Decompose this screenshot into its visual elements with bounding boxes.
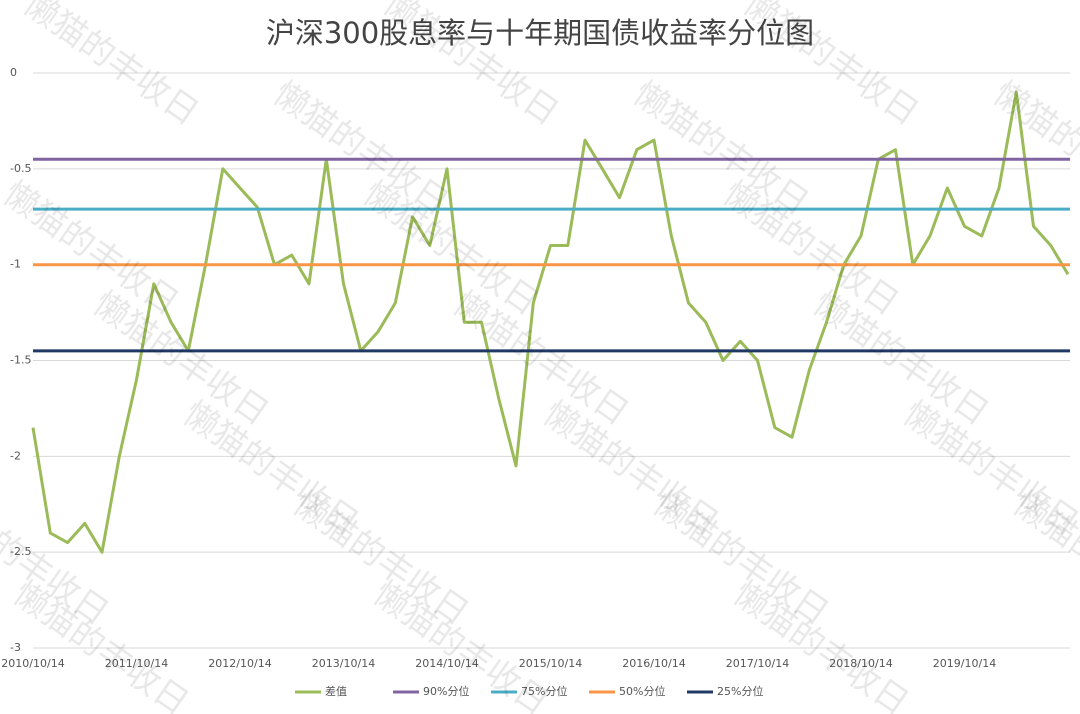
- x-tick-label: 2016/10/14: [622, 657, 685, 670]
- x-tick-label: 2019/10/14: [933, 657, 996, 670]
- y-tick-label: 0: [10, 66, 17, 79]
- y-tick-label: -0.5: [10, 162, 31, 175]
- x-tick-label: 2015/10/14: [519, 657, 582, 670]
- x-tick-label: 2014/10/14: [415, 657, 478, 670]
- legend-label: 75%分位: [521, 684, 567, 698]
- watermark: 懒猫的丰收日: [986, 74, 1080, 224]
- x-tick-label: 2017/10/14: [726, 657, 789, 670]
- y-tick-label: -1.5: [10, 354, 31, 367]
- watermark: 懒猫的丰收日: [806, 284, 996, 434]
- watermark: 懒猫的丰收日: [0, 174, 186, 324]
- watermark: 懒猫的丰收日: [736, 0, 926, 134]
- x-tick-label: 2010/10/14: [1, 657, 64, 670]
- legend-label: 差值: [325, 684, 347, 698]
- y-tick-label: -3: [10, 641, 21, 654]
- legend-label: 50%分位: [619, 684, 665, 698]
- legend-label: 25%分位: [717, 684, 763, 698]
- y-tick-label: -2: [10, 449, 21, 462]
- legend-label: 90%分位: [423, 684, 469, 698]
- x-tick-label: 2018/10/14: [829, 657, 892, 670]
- watermark: 懒猫的丰收日: [86, 284, 276, 434]
- x-tick-label: 2013/10/14: [312, 657, 375, 670]
- y-tick-label: -1: [10, 258, 21, 271]
- y-tick-label: -2.5: [10, 545, 31, 558]
- x-tick-label: 2012/10/14: [208, 657, 271, 670]
- chart-title: 沪深300股息率与十年期国债收益率分位图: [266, 16, 814, 50]
- watermark: 懒猫的丰收日: [446, 284, 636, 434]
- x-tick-label: 2011/10/14: [105, 657, 168, 670]
- data-line: [31, 90, 1070, 554]
- watermark: 懒猫的丰收日: [16, 0, 206, 134]
